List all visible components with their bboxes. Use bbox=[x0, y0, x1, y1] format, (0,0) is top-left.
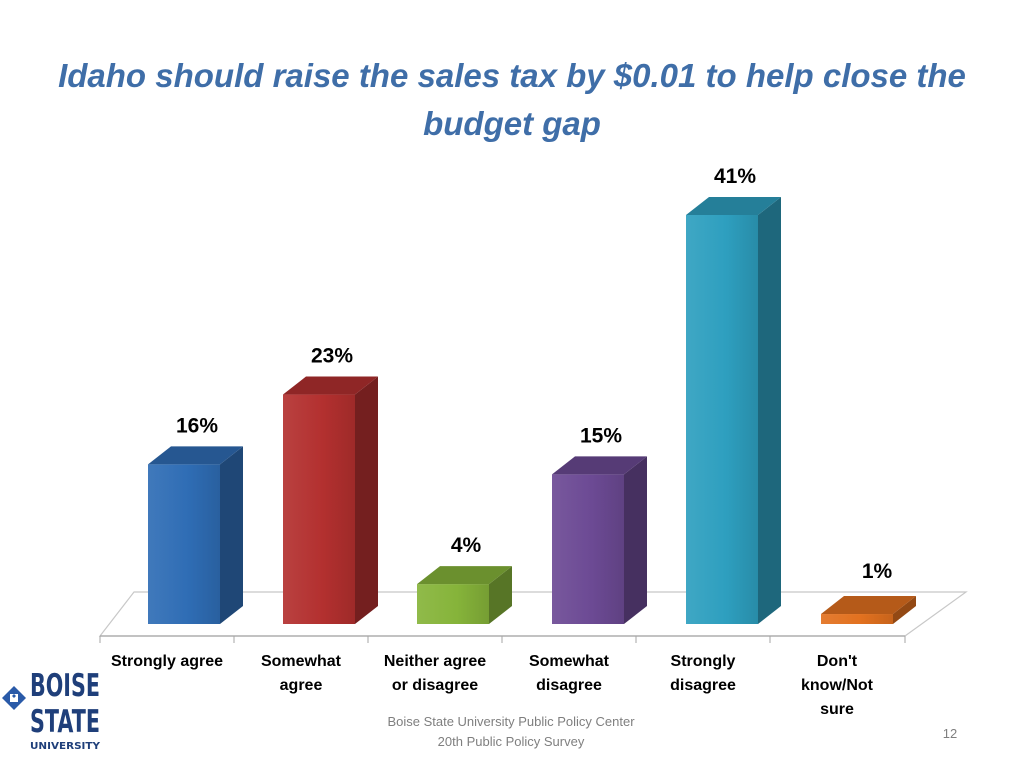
category-label: Somewhat disagree bbox=[504, 650, 634, 698]
category-label-line: know/Not bbox=[801, 677, 873, 694]
boise-state-logo: BOISE STATE UNIVERSITY bbox=[0, 660, 104, 752]
bar-front bbox=[686, 215, 758, 624]
bar-side bbox=[220, 446, 243, 624]
category-label-line: Don't bbox=[816, 653, 858, 670]
bar-side bbox=[355, 376, 378, 624]
bar-top bbox=[417, 566, 512, 585]
category-label: Strongly disagree bbox=[638, 650, 768, 698]
svg-text:STATE: STATE bbox=[30, 704, 100, 740]
data-label: 15% bbox=[580, 424, 622, 447]
footer-line-2: 20th Public Policy Survey bbox=[437, 734, 585, 749]
category-label-line: Somewhat bbox=[260, 653, 341, 670]
chart-title: Idaho should raise the sales tax by $0.0… bbox=[58, 57, 966, 142]
page-number: 12 bbox=[942, 726, 958, 741]
category-label-line: disagree bbox=[670, 677, 736, 694]
bar-front bbox=[148, 464, 220, 624]
category-label-line: Strongly agree bbox=[110, 653, 224, 670]
category-label: Don't know/Not sure bbox=[772, 650, 902, 722]
bar-side bbox=[624, 456, 647, 624]
bar-side bbox=[893, 596, 916, 624]
bar bbox=[821, 596, 916, 624]
bar bbox=[686, 197, 781, 624]
data-label: 1% bbox=[862, 560, 893, 583]
svg-text:BOISE: BOISE bbox=[30, 668, 100, 704]
category-label-line: agree bbox=[279, 677, 323, 694]
category-label: Somewhat agree bbox=[236, 650, 366, 698]
bar bbox=[283, 376, 378, 624]
category-label-line: Somewhat bbox=[528, 653, 609, 670]
category-label-line: disagree bbox=[536, 677, 602, 694]
bar-front bbox=[283, 394, 355, 624]
bar bbox=[552, 456, 647, 624]
bar-top bbox=[148, 446, 243, 465]
bar-top bbox=[283, 376, 378, 395]
data-label: 4% bbox=[451, 534, 482, 557]
bar-front bbox=[417, 584, 489, 624]
bar-side bbox=[758, 197, 781, 624]
bar-top bbox=[821, 596, 916, 615]
category-label-line: Strongly bbox=[670, 653, 736, 670]
bar-front bbox=[821, 614, 893, 624]
category-label: Neither agree or disagree bbox=[370, 650, 500, 698]
bar bbox=[148, 446, 243, 624]
footer-text: Boise State University Public Policy Cen… bbox=[330, 712, 692, 752]
category-label-line: Neither agree bbox=[383, 653, 487, 670]
data-label: 23% bbox=[311, 345, 353, 368]
category-label-line: or disagree bbox=[391, 677, 479, 694]
svg-text:UNIVERSITY: UNIVERSITY bbox=[30, 741, 101, 752]
footer-line-1: Boise State University Public Policy Cen… bbox=[387, 714, 635, 729]
bar bbox=[417, 566, 512, 624]
data-label: 41% bbox=[714, 165, 756, 188]
bar-top bbox=[686, 197, 781, 215]
category-label-line: sure bbox=[820, 701, 854, 718]
bar-side bbox=[489, 566, 512, 624]
bar-front bbox=[552, 474, 624, 624]
data-label: 16% bbox=[176, 414, 218, 437]
bar-top bbox=[552, 456, 647, 475]
category-label: Strongly agree bbox=[102, 650, 232, 674]
